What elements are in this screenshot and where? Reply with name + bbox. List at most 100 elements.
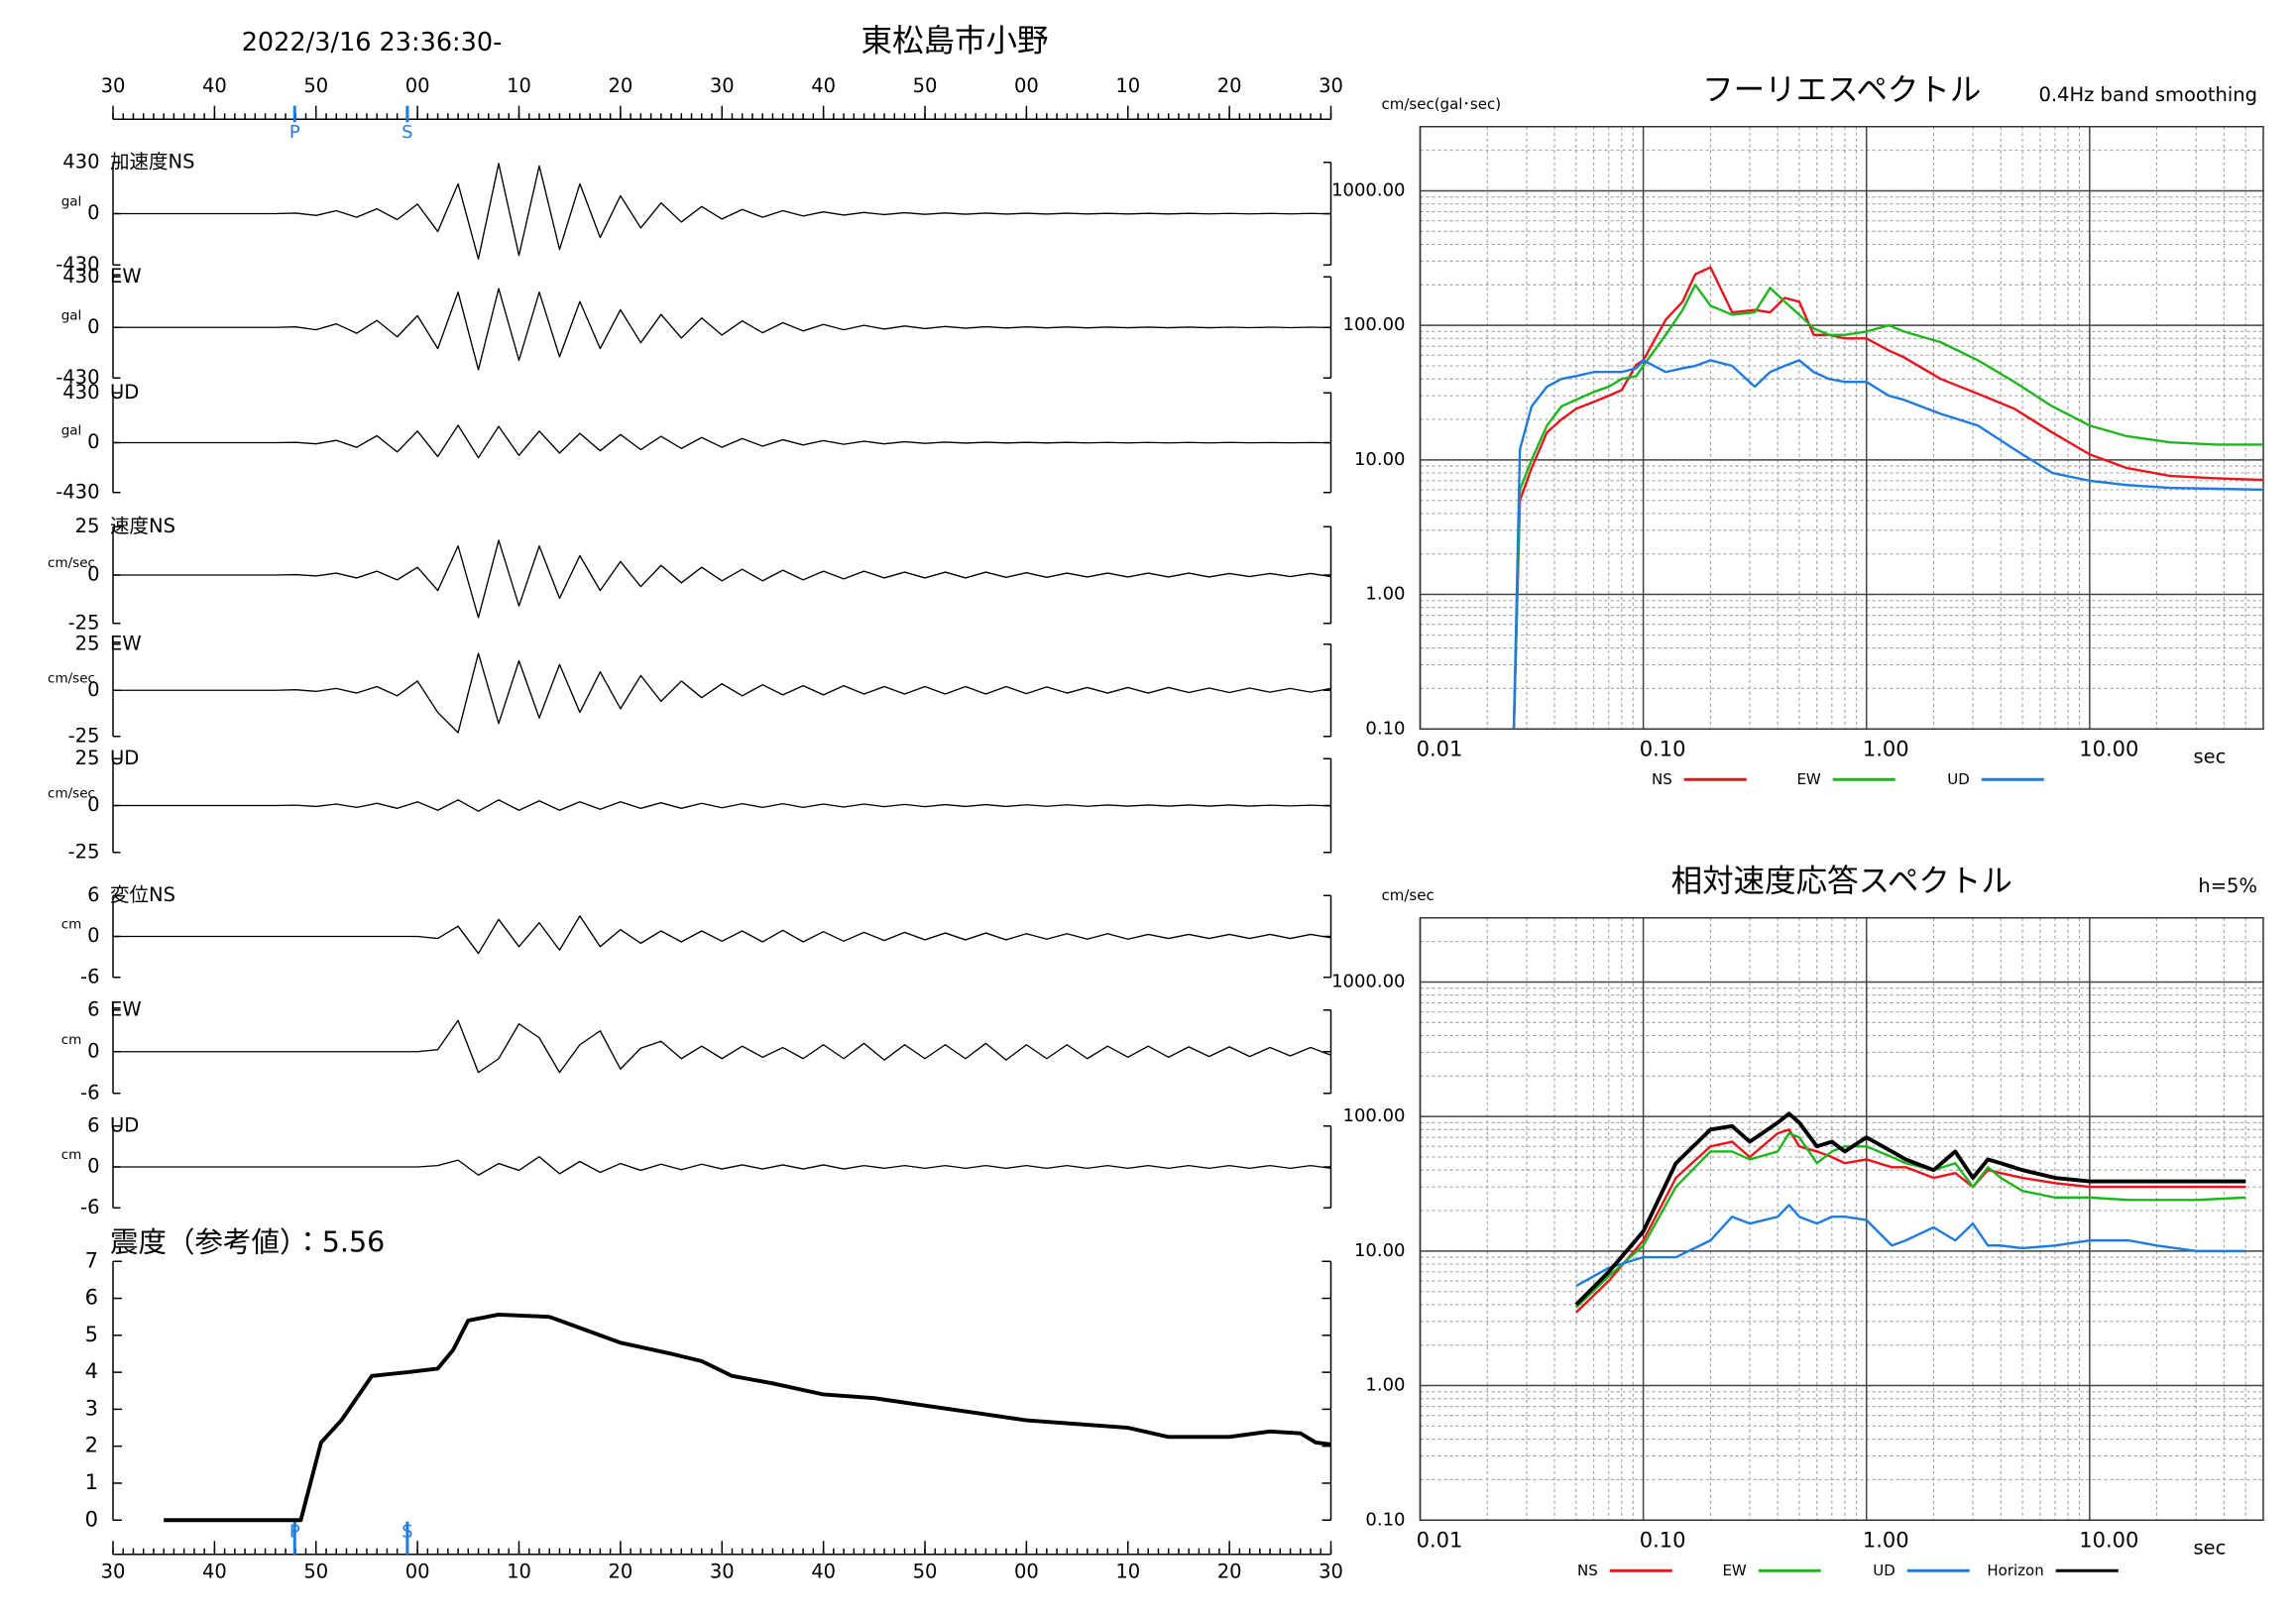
legend-label: NS: [1652, 770, 1672, 788]
x-tick-label: 40: [202, 1560, 227, 1582]
series-name: UD: [110, 381, 139, 404]
x-tick-label: 40: [811, 74, 836, 97]
phase-label: P: [289, 1521, 300, 1542]
x-tick-label: 40: [811, 1560, 836, 1582]
phase-label: S: [402, 1521, 412, 1542]
x-tick-label: 20: [608, 74, 632, 97]
plot-frame: [1419, 917, 2264, 1521]
spectrum-title: フーリエスペクトル: [1702, 72, 1981, 108]
x-tick-label: 20: [608, 1560, 632, 1582]
legend-label: EW: [1796, 770, 1820, 788]
y-tick-label: 25: [75, 747, 100, 769]
y-tick-label: -25: [68, 611, 100, 634]
spectrum-line: [1512, 359, 2264, 730]
series-name: 速度NS: [110, 515, 175, 537]
y-tick-label: 100.00: [1343, 1105, 1406, 1126]
phase-label: P: [289, 122, 300, 143]
series-name: 変位NS: [110, 883, 175, 906]
y-tick-label: 0.10: [1365, 718, 1405, 739]
y-tick-label: -6: [80, 1081, 99, 1103]
unit-label: cm: [61, 917, 82, 933]
y-tick-label: -25: [68, 724, 100, 747]
y-tick-label: 10.00: [1354, 449, 1406, 470]
series-name: EW: [110, 265, 142, 288]
y-tick-label: -430: [56, 480, 99, 503]
x-tick-label: 50: [303, 74, 328, 97]
x-tick-label: 00: [1014, 74, 1039, 97]
y-tick-label: -430: [56, 253, 99, 276]
y-tick-label: 0: [87, 563, 99, 586]
spectrum-line: [1512, 266, 2264, 730]
spectrum-subtitle: h=5%: [2198, 874, 2257, 897]
y-tick-label: 4: [85, 1359, 98, 1383]
spectrum-line: [1574, 1111, 2246, 1307]
y-tick-label: -6: [80, 965, 99, 987]
legend-label: Horizon: [1987, 1562, 2043, 1579]
series-name: EW: [110, 632, 142, 654]
y-tick-label: 100.00: [1343, 314, 1406, 335]
y-tick-label: 430: [62, 150, 99, 173]
spectrum-line: [1512, 284, 2263, 730]
x-tick-label: 30: [1319, 1560, 1343, 1582]
y-tick-label: 2: [85, 1434, 98, 1457]
spectrum-line: [1575, 1131, 2246, 1309]
legend-label: UD: [1873, 1562, 1895, 1579]
unit-label: gal: [61, 194, 82, 210]
x-axis-label: sec: [2194, 1536, 2227, 1559]
x-tick-label: 10: [507, 1560, 531, 1582]
x-tick-label: 1.00: [1863, 1528, 1909, 1552]
x-tick-label: 00: [1014, 1560, 1039, 1582]
y-tick-label: 430: [62, 381, 99, 404]
series-name: EW: [110, 997, 142, 1020]
y-tick-label: 0: [87, 793, 99, 816]
y-tick-label: 10.00: [1354, 1240, 1406, 1261]
y-tick-label: 25: [75, 632, 100, 654]
y-tick-label: 6: [85, 1286, 98, 1310]
x-tick-label: 1.00: [1863, 737, 1909, 760]
unit-label: gal: [61, 423, 82, 439]
y-tick-label: 1000.00: [1331, 179, 1405, 200]
y-tick-label: 6: [87, 997, 99, 1020]
x-tick-label: 10.00: [2079, 737, 2138, 760]
x-tick-label: 10: [1115, 1560, 1140, 1582]
x-tick-label: 00: [405, 74, 430, 97]
waveform-trace: [113, 1019, 1331, 1074]
x-tick-label: 0.10: [1640, 737, 1686, 760]
spectrum-line: [1575, 1204, 2246, 1288]
x-axis-label: sec: [2194, 745, 2227, 767]
y-tick-label: 0: [87, 1039, 99, 1062]
y-tick-label: -6: [80, 1196, 99, 1218]
waveform-trace: [113, 288, 1331, 371]
y-tick-label: 0: [87, 1155, 99, 1178]
x-tick-label: 0.10: [1640, 1528, 1686, 1552]
waveform-trace: [113, 163, 1331, 260]
y-tick-label: 0: [87, 678, 99, 701]
x-tick-label: 0.01: [1417, 737, 1463, 760]
unit-label: cm/sec: [48, 786, 95, 802]
x-tick-label: 30: [710, 1560, 735, 1582]
intensity-title: 震度（参考値）：5.56: [110, 1225, 385, 1258]
station-name: 東松島市小野: [861, 23, 1048, 58]
x-tick-label: 30: [710, 74, 735, 97]
y-axis-label: cm/sec: [1382, 886, 1435, 904]
series-name: UD: [110, 747, 139, 769]
spectrum-subtitle: 0.4Hz band smoothing: [2038, 83, 2257, 106]
y-tick-label: 0: [87, 315, 99, 338]
spectrum-line: [1575, 1128, 2246, 1314]
unit-label: cm: [61, 1032, 82, 1048]
series-name: UD: [110, 1113, 139, 1136]
y-tick-label: 0: [87, 924, 99, 947]
x-tick-label: 0.01: [1417, 1528, 1463, 1552]
y-tick-label: 1: [85, 1470, 98, 1494]
waveform-trace: [113, 1156, 1331, 1176]
x-tick-label: 30: [101, 74, 126, 97]
x-tick-label: 20: [1217, 74, 1242, 97]
y-tick-label: 5: [85, 1323, 98, 1346]
unit-label: cm/sec: [48, 670, 95, 686]
record-datetime: 2022/3/16 23:36:30-: [242, 28, 503, 58]
waveform-trace: [113, 424, 1331, 459]
x-tick-label: 20: [1217, 1560, 1242, 1582]
unit-label: cm: [61, 1147, 82, 1163]
unit-label: gal: [61, 307, 82, 323]
